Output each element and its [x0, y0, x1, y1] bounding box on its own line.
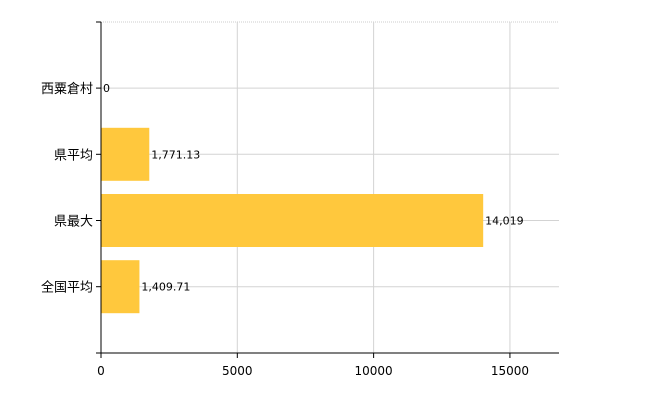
data-label: 0 — [103, 82, 110, 95]
category-label: 西粟倉村 — [41, 82, 93, 97]
x-tick-label: 15000 — [491, 364, 529, 378]
category-label: 全国平均 — [41, 280, 93, 296]
data-label: 1,409.71 — [141, 281, 190, 294]
data-label: 1,771.13 — [151, 148, 200, 161]
grid-lines — [101, 21, 559, 353]
category-label: 県最大 — [54, 215, 93, 230]
axes — [96, 21, 559, 358]
data-label: 14,019 — [485, 215, 524, 228]
x-tick-label: 5000 — [222, 364, 253, 378]
bar — [101, 194, 484, 247]
x-tick-label: 0 — [97, 364, 105, 378]
x-tick-label: 10000 — [355, 364, 393, 378]
bars — [101, 127, 484, 314]
bar — [101, 127, 150, 181]
category-label: 県平均 — [54, 148, 93, 163]
bar — [101, 260, 140, 314]
